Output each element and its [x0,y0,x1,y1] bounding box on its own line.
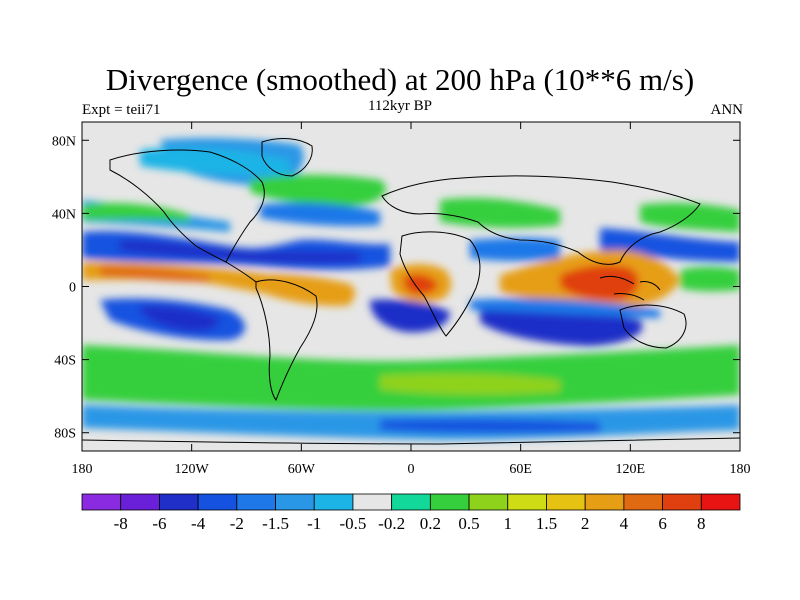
lon-tick-label: 60W [288,462,316,477]
experiment-label: Expt = teii71 [82,102,161,118]
band-north-atlantic-div [250,174,386,206]
map-axes: 80N 40N 0 40S 80S 180 120W 60W 0 60E 120E 180 [52,122,751,477]
colorbar-label: -0.2 [378,514,405,533]
coastline-south-america [255,279,318,402]
colorbar-label: -0.5 [339,514,366,533]
band-africa-core [403,274,438,295]
period-label: 112kyr BP [367,98,433,114]
coastline-greenland [261,138,313,177]
colorbar-swatch [700,493,741,511]
band-north-atlantic-blue [260,202,380,227]
coastline-africa [399,231,481,337]
coastline-north-america [109,149,265,263]
divergence-field [82,122,740,451]
colorbar-swatch [429,493,470,511]
season-label: ANN [710,102,744,118]
lon-tick-label: 120W [175,462,210,477]
colorbar-label: 1.5 [536,514,557,533]
colorbar-swatch [81,493,122,511]
colorbar-swatch [352,493,393,511]
colorbar-label: -1.5 [262,514,289,533]
band-mideast-green [440,198,560,228]
colorbar-swatch [313,493,354,511]
lat-tick-label: 80S [54,427,76,442]
lon-tick-label: 120E [616,462,646,477]
colorbar-label: 6 [658,514,667,533]
colorbar-swatch [468,493,509,511]
colorbar-swatch [391,493,431,511]
coastline-indonesia [599,275,661,301]
colorbar-swatch [584,493,625,511]
map-title: Divergence (smoothed) at 200 hPa (10**6 … [105,62,695,97]
band-north-asia-div [640,202,740,232]
colorbar-label: 1 [504,514,513,533]
lat-tick-label: 40S [54,354,76,369]
colorbar-label: -8 [114,514,128,533]
band-north-pacific-core [120,240,360,264]
colorbar-label: -4 [191,514,206,533]
colorbar-swatch [236,493,276,511]
band-indian-ocean-outer [470,298,660,318]
colorbar-label: 2 [581,514,590,533]
band-antarctic-core [380,418,600,434]
band-subtropical-div [82,203,190,222]
lon-tick-label: 60E [509,462,532,477]
colorbar-label: 0.5 [458,514,479,533]
coastline-central-america [225,261,257,283]
colorbar-swatch [623,493,663,511]
lon-tick-label: 180 [730,462,751,477]
lat-tick-label: 80N [52,134,76,149]
colorbar-swatch [546,493,586,511]
lon-tick-label: 0 [408,462,415,477]
colorbar-swatch [275,493,315,511]
colorbar-label: 4 [620,514,629,533]
band-indian-ocean-convergence [480,308,643,346]
band-south-america-div [250,274,356,306]
coastline-europe-asia [381,175,701,265]
band-equatorial-pacific-core [100,266,210,282]
colorbar-swatch [120,493,160,511]
band-southern-yellowgreen [380,373,560,395]
lat-tick-label: 0 [69,281,76,296]
band-maritime-continent-core [560,265,639,301]
colorbar-swatch [159,493,199,511]
colorbar-swatch [507,493,547,511]
band-west-pacific-green [680,266,740,292]
lon-tick-label: 180 [72,462,93,477]
colorbar-label: 0.2 [420,514,441,533]
colorbar-label: -6 [152,514,166,533]
colorbar-label: -1 [307,514,321,533]
lat-tick-label: 40N [52,207,76,222]
coastlines [82,138,740,445]
band-africa-north-blue [470,237,560,261]
colorbar-label: -2 [230,514,244,533]
band-south-pacific-core [140,305,220,332]
colorbar-label: 8 [697,514,706,533]
band-arctic-outer [140,147,290,176]
coastline-australia [619,304,687,349]
colorbar-swatch [197,493,238,511]
colorbar: -8 -6 -4 -2 -1.5 -1 -0.5 -0.2 0.2 0.5 1 1.5 2 4 6 8 [81,493,741,533]
coastline-antarctica [82,437,740,445]
colorbar-swatch [662,493,702,511]
